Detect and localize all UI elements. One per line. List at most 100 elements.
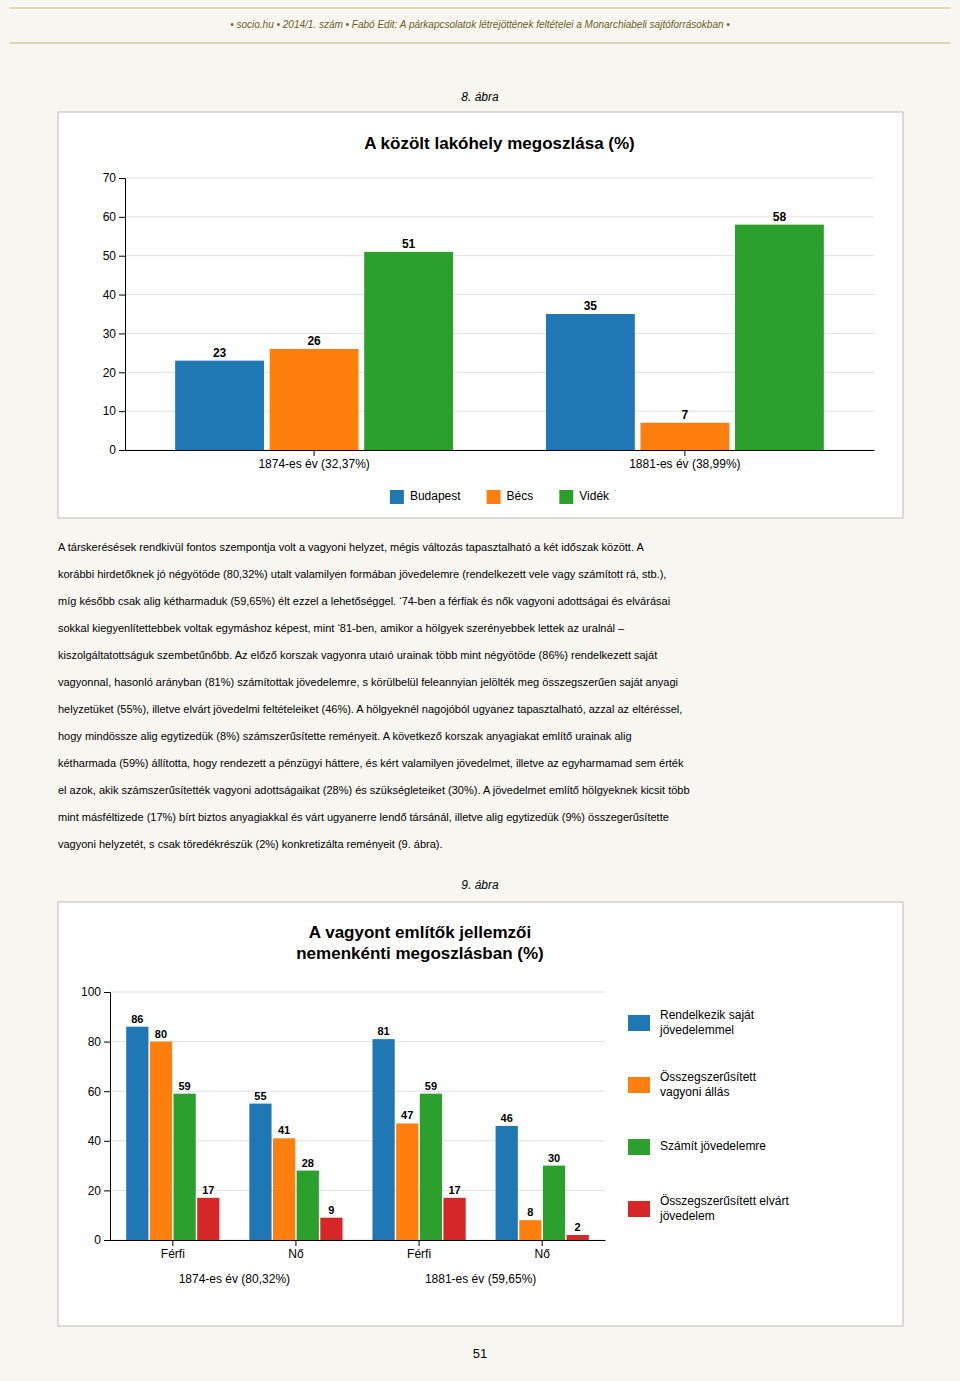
body-line: kétharmada (59%) állította, hogy rendeze… <box>58 757 684 769</box>
bars <box>175 225 824 450</box>
bar <box>175 361 264 450</box>
y-tick: 0 <box>109 443 125 457</box>
x-tick-mark <box>314 450 315 456</box>
y-axis-line <box>119 179 126 451</box>
x-axis-line <box>126 450 875 451</box>
bar <box>273 1138 295 1240</box>
body-line: sokkal kiegyenlítettebbek voltak egymásh… <box>58 622 625 634</box>
y-tick-label: 70 <box>103 171 117 185</box>
chart-title: A vagyont említők jellemzőinemenkénti me… <box>296 923 544 963</box>
x-tick-label: Nő <box>288 1247 304 1261</box>
x-axis-line <box>111 1240 606 1241</box>
data-label: 41 <box>278 1124 290 1136</box>
legend-swatch <box>487 490 501 504</box>
page-canvas: • socio.hu • 2014/1. szám • Fabó Edit: A… <box>0 0 960 1381</box>
text-line: vagyoni állás <box>660 1085 729 1099</box>
bars <box>126 1027 589 1240</box>
body-line: el azok, akik számszerűsítették vagyoni … <box>58 784 690 796</box>
body-line: A társkerésések rendkivül fontos szempon… <box>58 541 644 553</box>
data-label: 59 <box>179 1080 191 1092</box>
x-tick-label: 1874-es év (32,37%) <box>258 457 369 471</box>
text-line: Számít jövedelemre <box>660 1139 766 1153</box>
bar <box>372 1039 394 1240</box>
grid-line <box>110 1041 605 1042</box>
bar <box>396 1123 418 1240</box>
body-line: míg később csak alig kétharmaduk (59,65%… <box>58 595 670 607</box>
y-axis-line <box>104 993 111 1241</box>
x-tick: Férfi <box>161 1240 185 1261</box>
legend: Budapest Bécs Vidék <box>390 489 610 504</box>
y-tick: 40 <box>103 288 125 302</box>
bar <box>174 1094 196 1240</box>
y-tick: 0 <box>94 1233 110 1247</box>
legend-label: Összegszerűsítettvagyoni állás <box>660 1070 757 1099</box>
bar <box>443 1198 465 1240</box>
body-line: korábbi hirdetőknek jó négyötöde (80,32%… <box>58 568 666 580</box>
legend-swatch <box>559 490 573 504</box>
x-tick-mark <box>172 1240 173 1246</box>
y-axis: 020406080100 <box>81 985 111 1247</box>
data-label: 35 <box>584 299 598 313</box>
y-tick: 100 <box>81 985 110 999</box>
x-axis: 1874-es év (32,37%) 1881-es év (38,99%) <box>126 450 875 471</box>
x-tick-label: 1881-es év (38,99%) <box>629 457 740 471</box>
data-label: 28 <box>302 1157 314 1169</box>
y-tick: 80 <box>88 1035 110 1049</box>
y-tick-mark <box>119 295 125 296</box>
data-label: 86 <box>131 1013 143 1025</box>
y-tick-label: 80 <box>88 1035 102 1049</box>
legend-label: Összegszerűsített elvártjövedelem <box>659 1194 789 1223</box>
bar <box>126 1027 148 1240</box>
data-label: 58 <box>773 210 787 224</box>
legend-label: Vidék <box>579 489 610 503</box>
y-tick-label: 30 <box>103 327 117 341</box>
x-tick-mark <box>419 1240 420 1246</box>
x-tick: Nő <box>535 1240 551 1261</box>
legend: Rendelkezik sajátjövedelemmel Összegszerű… <box>628 1008 789 1223</box>
y-tick-label: 60 <box>103 210 117 224</box>
data-label: 59 <box>425 1080 437 1092</box>
data-labels: 86558146804147859285930179172 <box>131 1013 581 1233</box>
y-tick-mark <box>119 333 125 334</box>
page: • socio.hu • 2014/1. szám • Fabó Edit: A… <box>0 0 960 1381</box>
y-tick: 30 <box>103 327 125 341</box>
x-tick-label: Férfi <box>161 1247 185 1261</box>
y-tick: 50 <box>103 249 125 263</box>
x-tick-mark <box>542 1240 543 1246</box>
bar <box>420 1094 442 1240</box>
page-background <box>0 0 960 1381</box>
y-tick-label: 40 <box>103 288 117 302</box>
body-line: vagyonnal, hasonló arányban (81%) számít… <box>58 676 678 688</box>
bar <box>735 225 824 450</box>
x-axis: Férfi Nő Férfi Nő <box>111 1240 606 1261</box>
x-tick-mark <box>295 1240 296 1246</box>
data-label: 7 <box>682 408 689 422</box>
chart-title: A közölt lakóhely megoszlása (%) <box>364 134 635 153</box>
y-tick-mark <box>119 178 125 179</box>
bar <box>364 252 453 450</box>
legend-label: Bécs <box>507 489 534 503</box>
data-label: 46 <box>501 1112 513 1124</box>
text-line: jövedelemmel <box>659 1023 734 1037</box>
text-line: A vagyont említők jellemzői <box>309 923 531 942</box>
y-tick-mark <box>104 1042 110 1043</box>
bar <box>519 1220 541 1240</box>
legend-label: Budapest <box>410 489 461 503</box>
page-header: • socio.hu • 2014/1. szám • Fabó Edit: A… <box>230 19 730 30</box>
y-tick: 40 <box>88 1134 110 1148</box>
text-line: A közölt lakóhely megoszlása (%) <box>364 134 635 153</box>
bar <box>496 1126 518 1240</box>
chart-frame <box>58 112 903 518</box>
grid-line <box>110 992 605 993</box>
y-tick-label: 20 <box>88 1184 102 1198</box>
data-label: 47 <box>401 1109 413 1121</box>
figure-label: 9. ábra <box>461 878 499 892</box>
bar <box>270 349 359 450</box>
y-tick: 20 <box>88 1184 110 1198</box>
bar <box>567 1235 589 1240</box>
x-tick: Férfi <box>407 1240 431 1261</box>
text-line: Rendelkezik saját <box>660 1008 755 1022</box>
y-tick-mark <box>119 372 125 373</box>
legend-swatch <box>390 490 404 504</box>
legend-swatch <box>628 1077 650 1093</box>
